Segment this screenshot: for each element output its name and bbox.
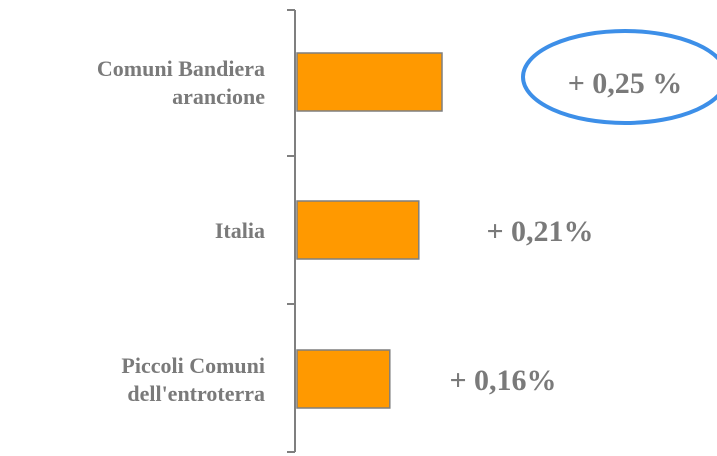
category-label: Piccoli Comuni	[121, 353, 265, 378]
category-label: Italia	[215, 218, 265, 243]
category-label: arancione	[172, 84, 265, 109]
bars	[296, 52, 443, 409]
data-label: + 0,16%	[449, 364, 556, 397]
category-label: dell'entroterra	[127, 381, 265, 406]
category-labels: Comuni Bandiera arancione Italia Piccoli Co…	[97, 56, 265, 406]
highlight-ellipse	[521, 29, 717, 125]
category-axis	[287, 9, 296, 453]
category-label: Comuni Bandiera	[97, 56, 265, 81]
highlight-annotation	[521, 29, 717, 125]
data-label: + 0,25 %	[568, 67, 683, 100]
bar	[296, 200, 420, 260]
data-label: + 0,21%	[486, 215, 593, 248]
data-labels: + 0,25 % + 0,21% + 0,16%	[449, 67, 682, 397]
bar	[296, 349, 391, 409]
bar	[296, 52, 443, 112]
